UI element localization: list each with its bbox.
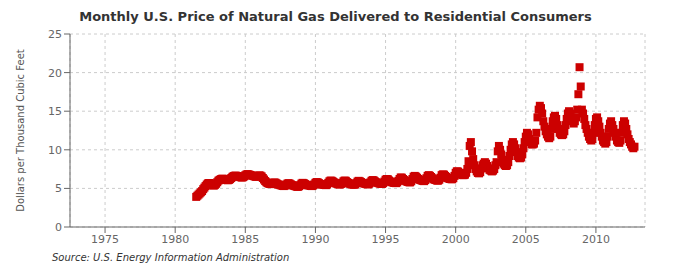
svg-text:2005: 2005: [512, 233, 540, 246]
svg-text:2010: 2010: [582, 233, 610, 246]
svg-text:1975: 1975: [91, 233, 119, 246]
svg-text:1985: 1985: [231, 233, 259, 246]
svg-text:15: 15: [48, 105, 62, 118]
svg-text:5: 5: [55, 182, 62, 195]
svg-text:0: 0: [55, 221, 62, 234]
html-text:Source: U.S. Energy Informatio: Source: U.S. Energy Information Administ…: [52, 252, 290, 263]
svg-text:2000: 2000: [442, 233, 470, 246]
svg-text:1980: 1980: [161, 233, 189, 246]
html-text:Monthly U.S. Price of Natural: Monthly U.S. Price of Natural Gas Delive…: [79, 9, 592, 24]
svg-text:25: 25: [48, 28, 62, 41]
svg-text:20: 20: [48, 67, 62, 80]
svg-text:Dollars per Thousand Cubic Fee: Dollars per Thousand Cubic Feet: [15, 49, 26, 212]
svg-text:1990: 1990: [301, 233, 329, 246]
svg-text:1995: 1995: [372, 233, 400, 246]
svg-text:10: 10: [48, 144, 62, 157]
